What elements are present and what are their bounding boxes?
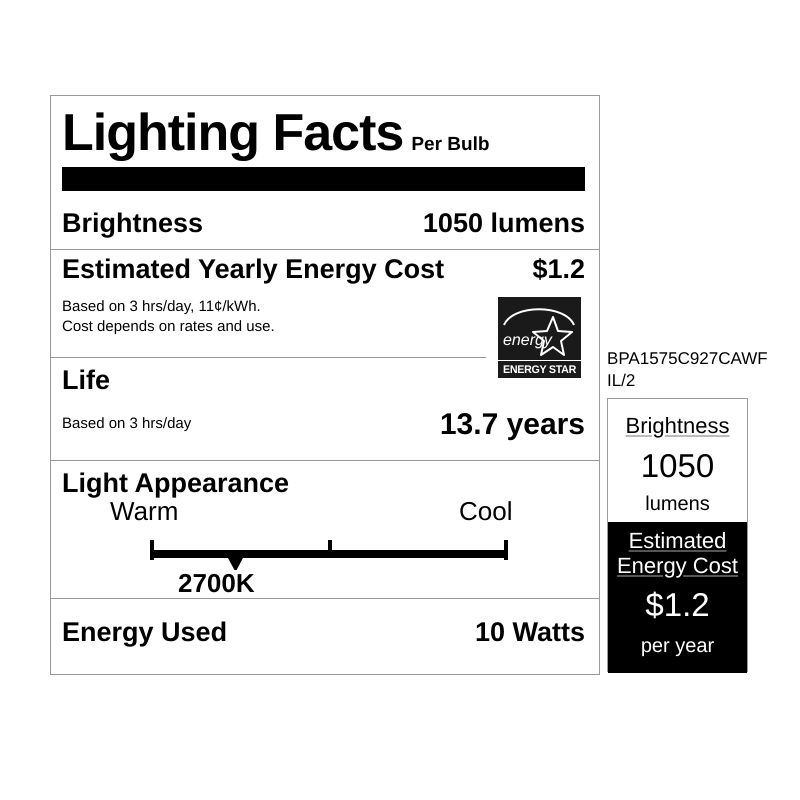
svg-text:ENERGY STAR: ENERGY STAR bbox=[503, 364, 576, 376]
svg-text:energy: energy bbox=[503, 332, 553, 349]
